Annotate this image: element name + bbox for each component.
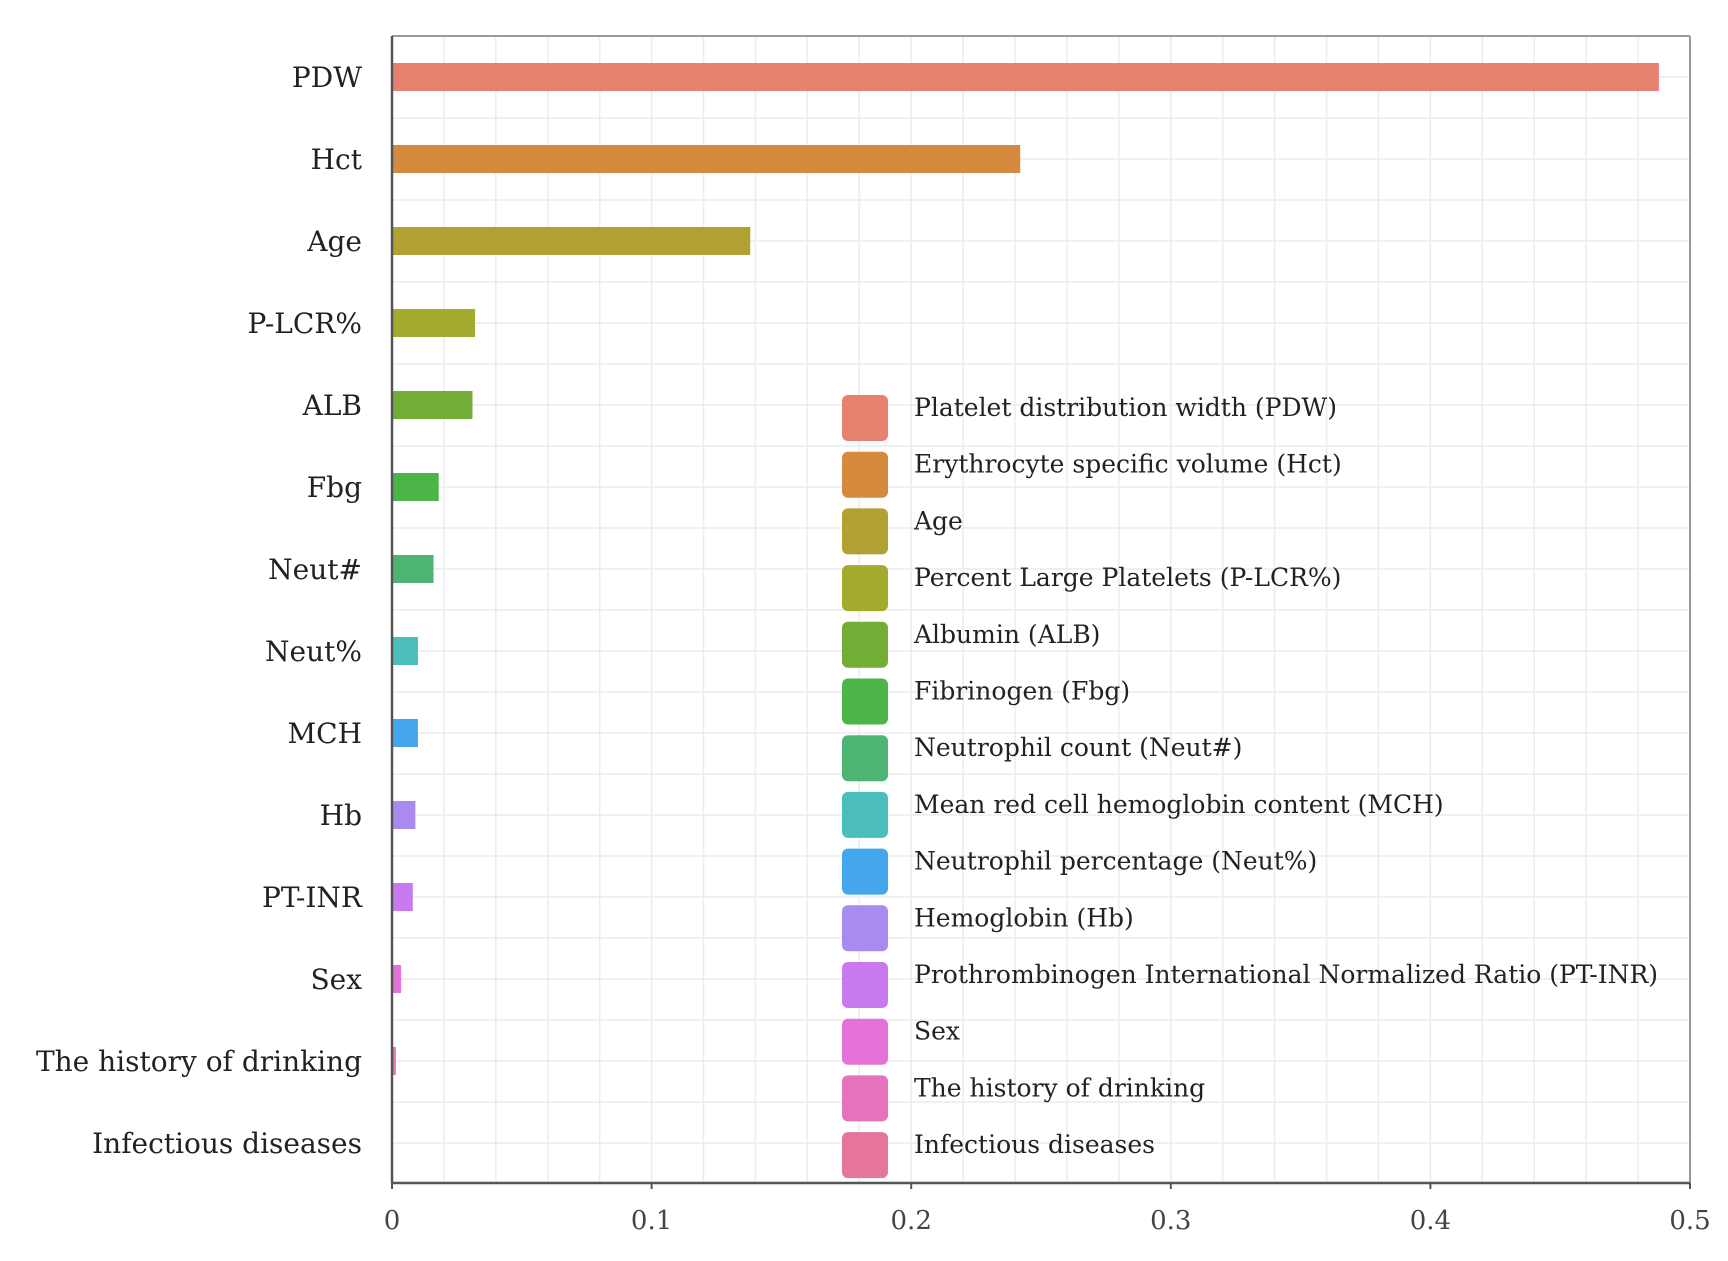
category-label: Age	[306, 225, 362, 258]
bar	[392, 391, 473, 419]
legend-swatch	[842, 905, 888, 952]
legend-swatch	[842, 678, 888, 725]
bar	[392, 1047, 396, 1075]
legend-label: Albumin (ALB)	[913, 620, 1100, 649]
legend-label: Platelet distribution width (PDW)	[914, 393, 1337, 422]
bar	[392, 473, 439, 501]
bar	[392, 145, 1021, 173]
category-label: Fbg	[307, 471, 362, 504]
bar	[392, 227, 751, 255]
bar	[392, 719, 418, 747]
bar	[392, 637, 418, 665]
legend-swatch	[842, 395, 888, 441]
category-label: ALB	[302, 389, 362, 422]
legend-label: Fibrinogen (Fbg)	[914, 677, 1130, 706]
x-tick-label: 0.5	[1669, 1206, 1710, 1236]
x-tick-label: 0	[384, 1206, 401, 1236]
category-label: Infectious diseases	[92, 1127, 362, 1160]
legend-label: Erythrocyte specific volume (Hct)	[914, 450, 1342, 479]
bars	[392, 63, 1659, 1075]
x-tick-label: 0.2	[891, 1206, 932, 1236]
legend-label: Sex	[914, 1017, 960, 1046]
legend: Platelet distribution width (PDW) Erythro…	[842, 393, 1658, 1179]
legend-label: Prothrombinogen International Normalized…	[914, 960, 1658, 989]
bar	[392, 555, 434, 583]
category-label: Neut#	[268, 553, 362, 586]
legend-swatch	[842, 962, 888, 1008]
legend-label: Hemoglobin (Hb)	[914, 903, 1134, 932]
bar	[392, 63, 1659, 91]
x-tick-label: 0.1	[631, 1206, 672, 1236]
legend-label: Percent Large Platelets (P-LCR%)	[914, 563, 1341, 592]
category-label: PT-INR	[262, 881, 363, 914]
bar	[392, 801, 416, 829]
category-label: P-LCR%	[248, 307, 362, 340]
legend-swatch	[842, 735, 888, 782]
legend-label: Infectious diseases	[914, 1130, 1155, 1159]
legend-swatch	[842, 508, 888, 555]
category-label: Hct	[311, 143, 363, 176]
category-label: Sex	[310, 963, 362, 996]
legend-swatch	[842, 791, 888, 838]
bar	[392, 883, 413, 911]
x-tick-label: 0.3	[1150, 1206, 1191, 1236]
legend-swatch	[842, 1075, 888, 1122]
legend-swatch	[842, 621, 888, 668]
legend-label: Mean red cell hemoglobin content (MCH)	[914, 790, 1444, 819]
category-label: The history of drinking	[36, 1045, 362, 1078]
category-label: MCH	[287, 717, 362, 750]
legend-label: Age	[913, 506, 963, 535]
x-tick-label: 0.4	[1410, 1206, 1451, 1236]
legend-swatch	[842, 451, 888, 498]
bar	[392, 309, 476, 337]
category-labels: PDW Hct Age P-LCR% ALB Fbg Neut# Neut% MCH Hb PT-I…	[36, 61, 363, 1160]
legend-swatch	[842, 1018, 888, 1065]
legend-label: Neutrophil count (Neut#)	[914, 733, 1242, 762]
legend-swatch	[842, 565, 888, 612]
axes: 0 0.1 0.2 0.3 0.4 0.5	[384, 35, 1711, 1236]
bar	[392, 965, 402, 993]
category-label: PDW	[292, 61, 362, 94]
legend-swatch	[842, 1132, 888, 1179]
category-label: Neut%	[265, 635, 362, 668]
legend-label: Neutrophil percentage (Neut%)	[914, 847, 1317, 876]
legend-label: The history of drinking	[914, 1073, 1205, 1102]
category-label: Hb	[320, 799, 362, 832]
legend-swatch	[842, 848, 888, 895]
